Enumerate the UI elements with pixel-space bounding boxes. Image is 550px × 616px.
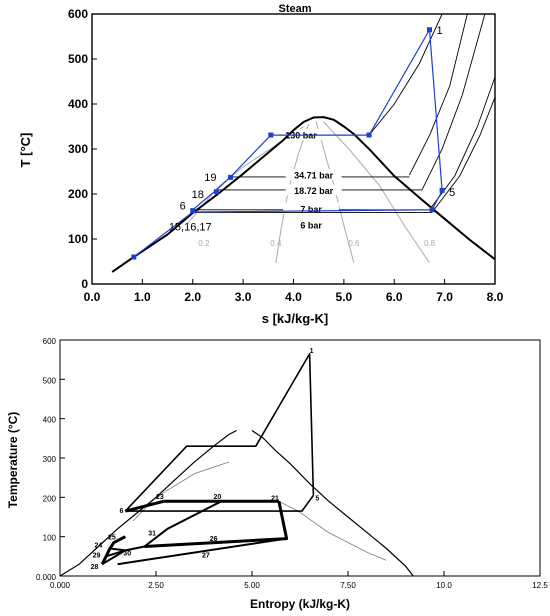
quality-label: 0.6 (348, 239, 360, 248)
state-label: 5 (449, 187, 455, 199)
x-tick-label: 6.0 (386, 290, 403, 304)
cycle-segment (124, 499, 165, 513)
isobar-label-bg (285, 169, 342, 181)
x-tick-label: 8.0 (487, 290, 504, 304)
isobar-label: 34.71 bar (294, 171, 334, 181)
superheated-isobar (431, 97, 496, 213)
ts-diagram-cycle: 0.000 2.50 5.00 7.50 10.0 12.5 0.000 100 200 300 4… (6, 337, 548, 611)
y-tick-label: 500 (43, 376, 57, 385)
x-axis-label: s [kJ/kg-K] (262, 311, 328, 326)
y-tick-label: 100 (68, 232, 88, 246)
cycle-segment (124, 353, 315, 512)
superheated-isobar (421, 13, 486, 191)
isobar-label-bg (283, 219, 340, 231)
isobar-label-bg (283, 202, 340, 214)
state-point (268, 132, 274, 138)
cycle-segment (117, 537, 287, 566)
superheated-isobar (429, 76, 496, 211)
state-label: 15,16,17 (169, 221, 212, 233)
quality-line (323, 121, 430, 264)
x-tick-label: 3.0 (235, 290, 252, 304)
isobar-label: 6 bar (300, 221, 322, 231)
x-tick-label: 5.0 (336, 290, 353, 304)
x-tick-label: 4.0 (285, 290, 302, 304)
x-tick-label: 0.0 (84, 290, 101, 304)
state-point (213, 189, 219, 195)
state-label: 27 (202, 552, 210, 559)
x-tick-label: 2.0 (184, 290, 201, 304)
cycle-segment (101, 549, 126, 566)
state-label: 20 (214, 494, 222, 501)
x-tick-label: 1.0 (134, 290, 151, 304)
state-point (439, 187, 445, 193)
x-tick-label: 2.50 (148, 581, 164, 590)
x-tick-label: 7.50 (340, 581, 356, 590)
y-tick-label: 100 (43, 534, 57, 543)
x-tick-label: 7.0 (436, 290, 453, 304)
state-label: 28 (91, 564, 99, 571)
saturation-dome-left (59, 429, 237, 577)
superheated-isobar (408, 13, 468, 176)
y-tick-label: 400 (68, 97, 88, 111)
y-tick-label: 200 (43, 494, 57, 503)
plot-frame (59, 339, 541, 577)
saturation-dome (111, 116, 496, 273)
state-label: 21 (271, 495, 279, 502)
state-label: 31 (148, 531, 156, 538)
isobar-label: 18.72 bar (294, 186, 334, 196)
y-axis-label: Temperature (°C) (6, 412, 20, 509)
quality-line (132, 461, 230, 522)
state-label: 6 (180, 200, 186, 212)
state-label: 29 (93, 552, 101, 559)
state-label: 30 (123, 550, 131, 557)
saturation-dome-right (251, 430, 414, 577)
y-tick-label: 0 (81, 277, 88, 291)
state-label: 24 (95, 543, 103, 550)
x-axis-label: Entropy (kJ/kg-K) (250, 597, 350, 611)
expansion-line (278, 500, 387, 561)
x-tick-label: 5.00 (244, 581, 260, 590)
y-tick-label: 300 (43, 455, 57, 464)
isobar-label: 7 bar (300, 204, 322, 214)
quality-label: 0.8 (424, 239, 436, 248)
chart-title: Steam (278, 3, 311, 15)
x-tick-label: 10.0 (436, 581, 452, 590)
plot-area: 0.0 1.0 2.0 3.0 4.0 5.0 6.0 7.0 8.0 0 100 200 300 400… (68, 7, 504, 304)
quality-label: 0.4 (270, 239, 282, 248)
y-tick-label: 500 (68, 52, 88, 66)
x-tick-label: 0.000 (50, 581, 71, 590)
state-label: 18 (192, 189, 204, 201)
state-point (429, 207, 435, 213)
y-tick-label: 600 (68, 7, 88, 21)
ts-diagram-steam: Steam 0.0 1.0 2.0 3.0 4.0 5.0 6.0 7.0 8.0 0 100 200… (18, 3, 504, 326)
quality-label: 0.2 (198, 239, 210, 248)
state-label: 23 (156, 494, 164, 501)
state-point (228, 174, 234, 180)
state-label: 1 (310, 348, 314, 355)
y-tick-label: 0.000 (36, 573, 57, 582)
state-point (366, 132, 372, 138)
state-label: 1 (437, 25, 443, 37)
y-tick-label: 200 (68, 187, 88, 201)
state-point (131, 254, 137, 260)
state-label: 5 (315, 495, 319, 502)
y-axis-label: T [°C] (18, 133, 33, 168)
state-point (190, 208, 196, 214)
x-tick-label: 12.5 (532, 581, 548, 590)
isobar-label-bg (285, 184, 342, 196)
plot-area: 0.000 2.50 5.00 7.50 10.0 12.5 0.000 100 200 300 4… (36, 337, 548, 590)
state-label: 25 (108, 535, 116, 542)
y-tick-label: 300 (68, 142, 88, 156)
state-label: 26 (210, 536, 218, 543)
cycle-segment (143, 500, 222, 548)
cycle-segment (144, 537, 287, 548)
y-tick-label: 600 (43, 337, 57, 346)
y-tick-label: 400 (43, 416, 57, 425)
state-label: 19 (204, 172, 216, 184)
state-label: 6 (119, 508, 123, 515)
state-point (427, 27, 433, 33)
